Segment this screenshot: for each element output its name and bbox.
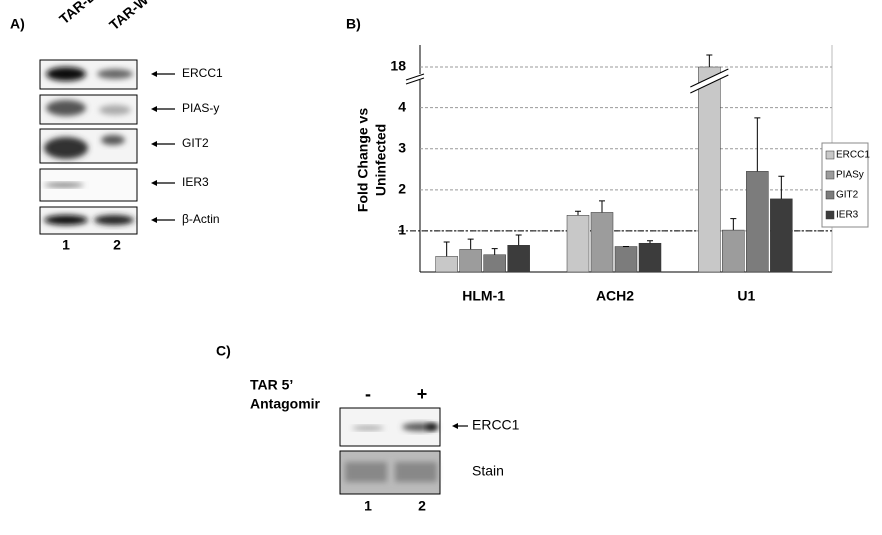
legend-label: PIASy	[836, 170, 864, 181]
error-bar	[467, 238, 474, 250]
error-bar	[647, 240, 653, 244]
error-bar	[491, 248, 498, 255]
y-axis-label: Fold Change vs	[355, 108, 371, 212]
legend-swatch	[825, 190, 835, 200]
lane-number: 1	[62, 237, 70, 253]
axis-break	[405, 77, 425, 85]
bar-break	[690, 74, 729, 94]
error-bar	[575, 210, 581, 216]
treatment-label: TAR 5’	[250, 377, 293, 393]
bar-break	[690, 68, 729, 88]
legend-label: IER3	[836, 210, 859, 221]
lane-label: TAR-WT	[106, 0, 158, 33]
error-bar	[730, 218, 737, 231]
error-bar	[599, 200, 605, 213]
band-label: IER3	[182, 175, 209, 189]
panel-label: A)	[10, 16, 25, 32]
error-bar	[706, 54, 713, 67]
y-tick-label: 1	[398, 222, 406, 238]
bar-chart: 1 2 3 4 18 Fold Change vs Uninfected HLM-1 ACH2 U…	[355, 45, 870, 304]
bar	[698, 66, 721, 273]
bar	[770, 198, 793, 273]
blots-c	[339, 407, 468, 495]
condition-label: +	[417, 384, 428, 404]
bar	[614, 246, 638, 273]
bar	[638, 242, 662, 273]
band-label: PIAS-y	[182, 101, 219, 115]
bar	[507, 245, 530, 273]
band-label: ERCC1	[182, 66, 223, 80]
y-tick-label: 2	[398, 181, 406, 197]
legend-swatch	[825, 170, 835, 180]
treatment-label: Antagomir	[250, 396, 321, 412]
bar-break	[690, 69, 729, 93]
bar	[590, 212, 614, 273]
error-bar	[515, 234, 522, 246]
band-label: Stain	[472, 463, 504, 479]
lane-number: 2	[418, 498, 426, 514]
panel-label: C)	[216, 343, 231, 359]
panel-label: B)	[346, 16, 361, 32]
axis-break	[405, 73, 425, 81]
lane-label: TAR-D	[56, 0, 99, 27]
lane-number: 2	[113, 237, 121, 253]
y-tick-label: 4	[398, 98, 406, 114]
x-tick-label: U1	[737, 288, 755, 304]
error-bar	[443, 241, 450, 257]
bar	[722, 229, 745, 273]
error-bar	[778, 175, 785, 199]
band-label: β-Actin	[182, 212, 220, 226]
legend-swatch	[825, 150, 835, 160]
bar	[483, 254, 506, 273]
x-tick-label: ACH2	[596, 288, 634, 304]
condition-label: -	[365, 384, 371, 404]
band-label: ERCC1	[472, 417, 520, 433]
y-tick-label: 3	[398, 139, 406, 155]
blots-a	[39, 59, 175, 235]
legend-swatch	[825, 210, 835, 220]
bar	[566, 215, 590, 273]
legend-label: ERCC1	[836, 150, 870, 161]
band-label: GIT2	[182, 136, 209, 150]
lane-number: 1	[364, 498, 372, 514]
bar	[459, 249, 482, 273]
legend-label: GIT2	[836, 190, 859, 201]
x-tick-label: HLM-1	[462, 288, 505, 304]
bar	[746, 171, 769, 273]
bar	[435, 256, 458, 273]
error-bar	[754, 117, 761, 172]
y-axis-label: Uninfected	[373, 124, 389, 196]
y-tick-label: 18	[390, 58, 406, 74]
